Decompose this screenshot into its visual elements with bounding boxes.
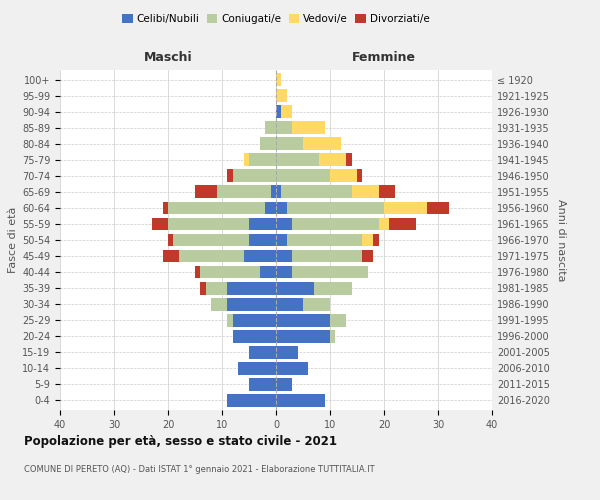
Bar — [276, 106, 281, 118]
Bar — [362, 250, 373, 262]
Bar — [227, 298, 276, 310]
Bar — [163, 250, 179, 262]
Bar — [271, 186, 276, 198]
Bar — [233, 330, 276, 342]
Bar — [276, 122, 292, 134]
Bar — [281, 186, 352, 198]
Bar — [260, 138, 276, 150]
Bar — [211, 298, 227, 310]
Bar — [238, 362, 276, 374]
Bar — [179, 250, 244, 262]
Bar — [330, 314, 346, 326]
Bar — [330, 330, 335, 342]
Y-axis label: Anni di nascita: Anni di nascita — [556, 198, 566, 281]
Bar — [276, 346, 298, 358]
Bar — [292, 218, 379, 230]
Text: COMUNE DI PERETO (AQ) - Dati ISTAT 1° gennaio 2021 - Elaborazione TUTTITALIA.IT: COMUNE DI PERETO (AQ) - Dati ISTAT 1° ge… — [24, 465, 374, 474]
Bar — [249, 234, 276, 246]
Legend: Celibi/Nubili, Coniugati/e, Vedovi/e, Divorziati/e: Celibi/Nubili, Coniugati/e, Vedovi/e, Di… — [118, 10, 434, 29]
Bar — [276, 282, 314, 294]
Bar — [200, 266, 260, 278]
Bar — [249, 378, 276, 391]
Bar — [281, 106, 292, 118]
Bar — [168, 234, 173, 246]
Bar — [303, 138, 341, 150]
Bar — [276, 314, 330, 326]
Bar — [265, 122, 276, 134]
Bar — [227, 170, 233, 182]
Bar — [276, 298, 303, 310]
Bar — [276, 394, 325, 407]
Bar — [384, 202, 427, 214]
Bar — [276, 186, 281, 198]
Bar — [379, 186, 395, 198]
Bar — [244, 250, 276, 262]
Bar — [357, 170, 362, 182]
Bar — [276, 89, 287, 102]
Bar — [227, 314, 233, 326]
Bar — [227, 394, 276, 407]
Bar — [303, 298, 330, 310]
Bar — [362, 234, 373, 246]
Bar — [276, 362, 308, 374]
Bar — [265, 202, 276, 214]
Bar — [292, 266, 368, 278]
Bar — [352, 186, 379, 198]
Bar — [287, 202, 384, 214]
Bar — [168, 202, 265, 214]
Bar — [206, 282, 227, 294]
Bar — [373, 234, 379, 246]
Bar — [173, 234, 249, 246]
Y-axis label: Fasce di età: Fasce di età — [8, 207, 18, 273]
Bar — [287, 234, 362, 246]
Bar — [163, 202, 168, 214]
Bar — [233, 314, 276, 326]
Bar — [292, 122, 325, 134]
Bar — [249, 218, 276, 230]
Bar — [249, 346, 276, 358]
Bar — [276, 250, 292, 262]
Text: Maschi: Maschi — [143, 50, 193, 64]
Bar — [195, 266, 200, 278]
Bar — [195, 186, 217, 198]
Bar — [276, 73, 281, 86]
Text: Popolazione per età, sesso e stato civile - 2021: Popolazione per età, sesso e stato civil… — [24, 435, 337, 448]
Bar — [276, 202, 287, 214]
Bar — [276, 330, 330, 342]
Bar — [276, 154, 319, 166]
Bar — [276, 266, 292, 278]
Bar — [276, 218, 292, 230]
Bar — [244, 154, 249, 166]
Bar — [152, 218, 168, 230]
Bar — [168, 218, 249, 230]
Bar — [346, 154, 352, 166]
Bar — [319, 154, 346, 166]
Bar — [200, 282, 206, 294]
Bar — [233, 170, 276, 182]
Bar — [292, 250, 362, 262]
Bar — [227, 282, 276, 294]
Bar — [379, 218, 389, 230]
Bar — [276, 170, 330, 182]
Text: Femmine: Femmine — [352, 50, 416, 64]
Bar — [276, 234, 287, 246]
Bar — [330, 170, 357, 182]
Bar — [276, 378, 292, 391]
Bar — [427, 202, 449, 214]
Bar — [249, 154, 276, 166]
Bar — [389, 218, 416, 230]
Bar — [260, 266, 276, 278]
Bar — [276, 138, 303, 150]
Bar — [217, 186, 271, 198]
Bar — [314, 282, 352, 294]
